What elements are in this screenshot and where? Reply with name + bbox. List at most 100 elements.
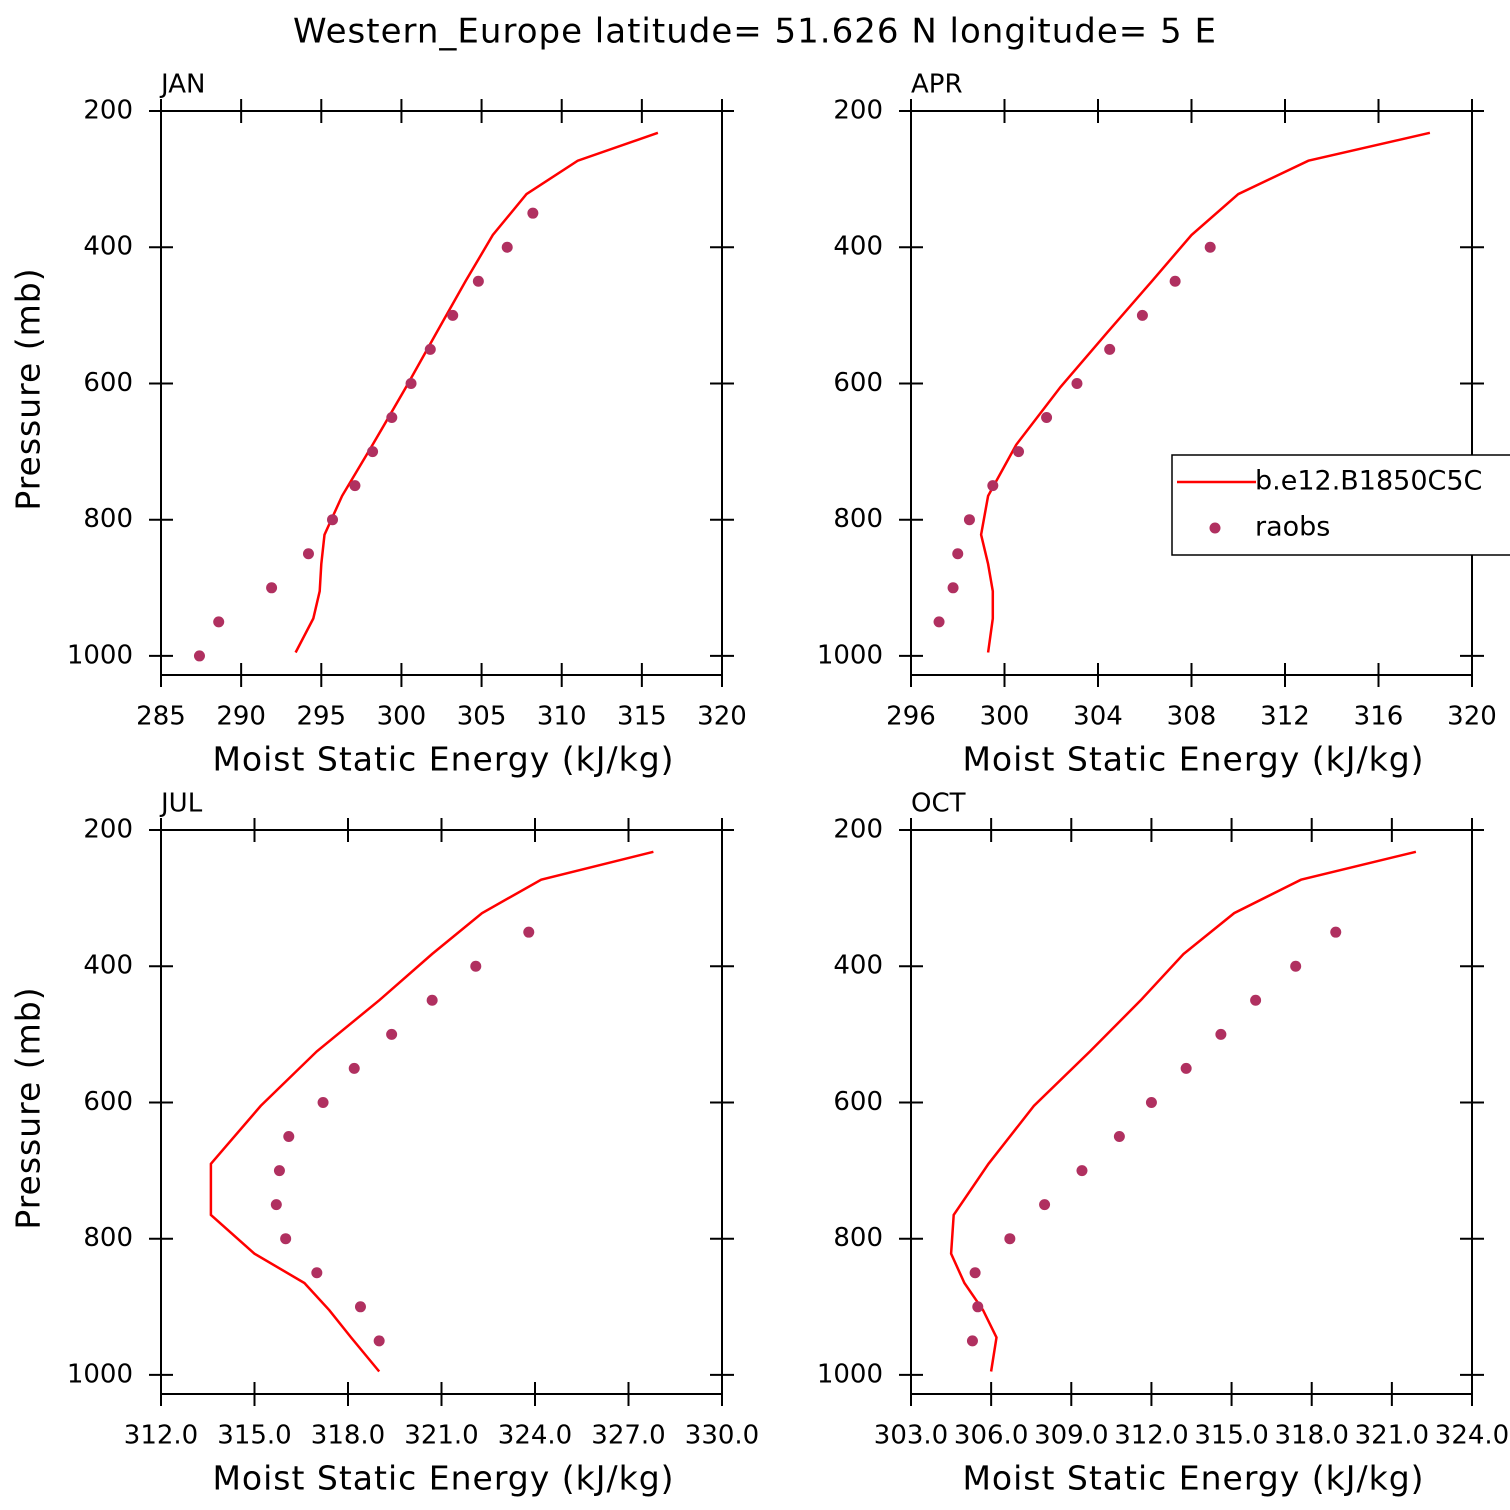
obs-point	[1113, 1131, 1125, 1143]
plot-frame	[910, 829, 1473, 1395]
x-tick-label: 315.0	[1194, 1421, 1268, 1451]
x-tick-label: 310	[537, 702, 587, 732]
x-tick-label: 320	[1447, 702, 1497, 732]
x-tick-label: 304	[1073, 702, 1123, 732]
obs-point	[1204, 241, 1216, 253]
x-tick-label: 290	[216, 702, 266, 732]
y-tick-label: 400	[833, 232, 883, 262]
obs-point	[1145, 1096, 1157, 1108]
obs-point	[933, 616, 945, 628]
panel-title: JAN	[159, 70, 205, 100]
obs-point	[270, 1199, 282, 1211]
obs-point	[367, 446, 379, 458]
model-line	[979, 131, 1431, 653]
legend-label: b.e12.B1850C5C	[1255, 466, 1482, 497]
figure-title: Western_Europe latitude= 51.626 N longit…	[293, 12, 1217, 52]
obs-point	[1076, 1165, 1088, 1177]
obs-point	[317, 1096, 329, 1108]
obs-point	[1290, 960, 1302, 972]
x-tick-label: 303.0	[874, 1421, 948, 1451]
y-tick-label: 1000	[67, 1359, 133, 1389]
obs-point	[373, 1335, 385, 1347]
obs-point	[1169, 275, 1181, 287]
obs-point	[273, 1165, 285, 1177]
obs-point	[1250, 994, 1262, 1006]
y-tick-label: 200	[833, 96, 883, 126]
x-axis-label: Moist Static Energy (kJ/kg)	[962, 740, 1424, 779]
obs-point	[472, 275, 484, 287]
obs-point	[501, 241, 513, 253]
obs-point	[405, 377, 417, 389]
legend-box	[1171, 454, 1510, 556]
y-tick-label: 200	[83, 96, 133, 126]
x-tick-label: 315	[617, 702, 667, 732]
x-tick-label: 316	[1354, 702, 1404, 732]
legend-marker	[1209, 522, 1221, 534]
obs-point	[1039, 1199, 1051, 1211]
y-tick-label: 800	[83, 504, 133, 534]
x-tick-label: 324.0	[498, 1421, 572, 1451]
panel: JAN 200 400 600 800 1000 285 290 295 300 305 310 315…	[9, 70, 747, 779]
obs-point	[283, 1131, 295, 1143]
y-tick-label: 800	[833, 504, 883, 534]
legend-label: raobs	[1255, 512, 1330, 543]
model-line	[209, 850, 654, 1373]
obs-point	[1215, 1028, 1227, 1040]
y-tick-label: 400	[83, 951, 133, 981]
x-tick-label: 330.0	[685, 1421, 759, 1451]
obs-point	[523, 926, 535, 938]
x-tick-label: 306.0	[954, 1421, 1028, 1451]
obs-point	[952, 548, 964, 560]
plot-frame	[160, 829, 723, 1395]
x-tick-label: 324.0	[1435, 1421, 1509, 1451]
obs-point	[1071, 377, 1083, 389]
y-tick-label: 800	[833, 1223, 883, 1253]
y-tick-label: 1000	[817, 1359, 883, 1389]
y-tick-label: 600	[833, 368, 883, 398]
x-tick-label: 318.0	[311, 1421, 385, 1451]
x-axis-label: Moist Static Energy (kJ/kg)	[212, 1459, 674, 1498]
x-tick-label: 312.0	[1114, 1421, 1188, 1451]
x-tick-label: 309.0	[1034, 1421, 1108, 1451]
obs-point	[963, 514, 975, 526]
plot-frame	[910, 110, 1473, 676]
y-tick-label: 1000	[67, 640, 133, 670]
obs-point	[426, 994, 438, 1006]
y-tick-label: 600	[83, 368, 133, 398]
x-axis-label: Moist Static Energy (kJ/kg)	[212, 740, 674, 779]
obs-point	[987, 480, 999, 492]
x-tick-label: 300	[377, 702, 427, 732]
y-axis-label: Pressure (mb)	[9, 267, 48, 510]
obs-point	[1180, 1062, 1192, 1074]
x-tick-label: 321.0	[1355, 1421, 1429, 1451]
obs-point	[349, 480, 361, 492]
y-tick-label: 600	[83, 1087, 133, 1117]
obs-point	[1013, 446, 1025, 458]
obs-point	[527, 207, 539, 219]
panel-title: JUL	[159, 789, 203, 819]
obs-point	[311, 1267, 323, 1279]
obs-point	[354, 1301, 366, 1313]
obs-point	[972, 1301, 984, 1313]
y-tick-label: 200	[83, 815, 133, 845]
obs-point	[966, 1335, 978, 1347]
x-tick-label: 295	[296, 702, 346, 732]
x-tick-label: 315.0	[217, 1421, 291, 1451]
obs-point	[947, 582, 959, 594]
panel-title: OCT	[911, 789, 966, 819]
x-axis-label: Moist Static Energy (kJ/kg)	[962, 1459, 1424, 1498]
x-tick-label: 305	[457, 702, 507, 732]
obs-point	[424, 343, 436, 355]
y-tick-label: 200	[833, 815, 883, 845]
y-tick-label: 1000	[817, 640, 883, 670]
obs-point	[1004, 1233, 1016, 1245]
x-tick-label: 308	[1167, 702, 1217, 732]
obs-point	[1041, 412, 1053, 424]
y-tick-label: 400	[833, 951, 883, 981]
obs-point	[470, 960, 482, 972]
x-tick-label: 312.0	[124, 1421, 198, 1451]
x-tick-label: 321.0	[404, 1421, 478, 1451]
y-tick-label: 800	[83, 1223, 133, 1253]
y-tick-label: 600	[833, 1087, 883, 1117]
